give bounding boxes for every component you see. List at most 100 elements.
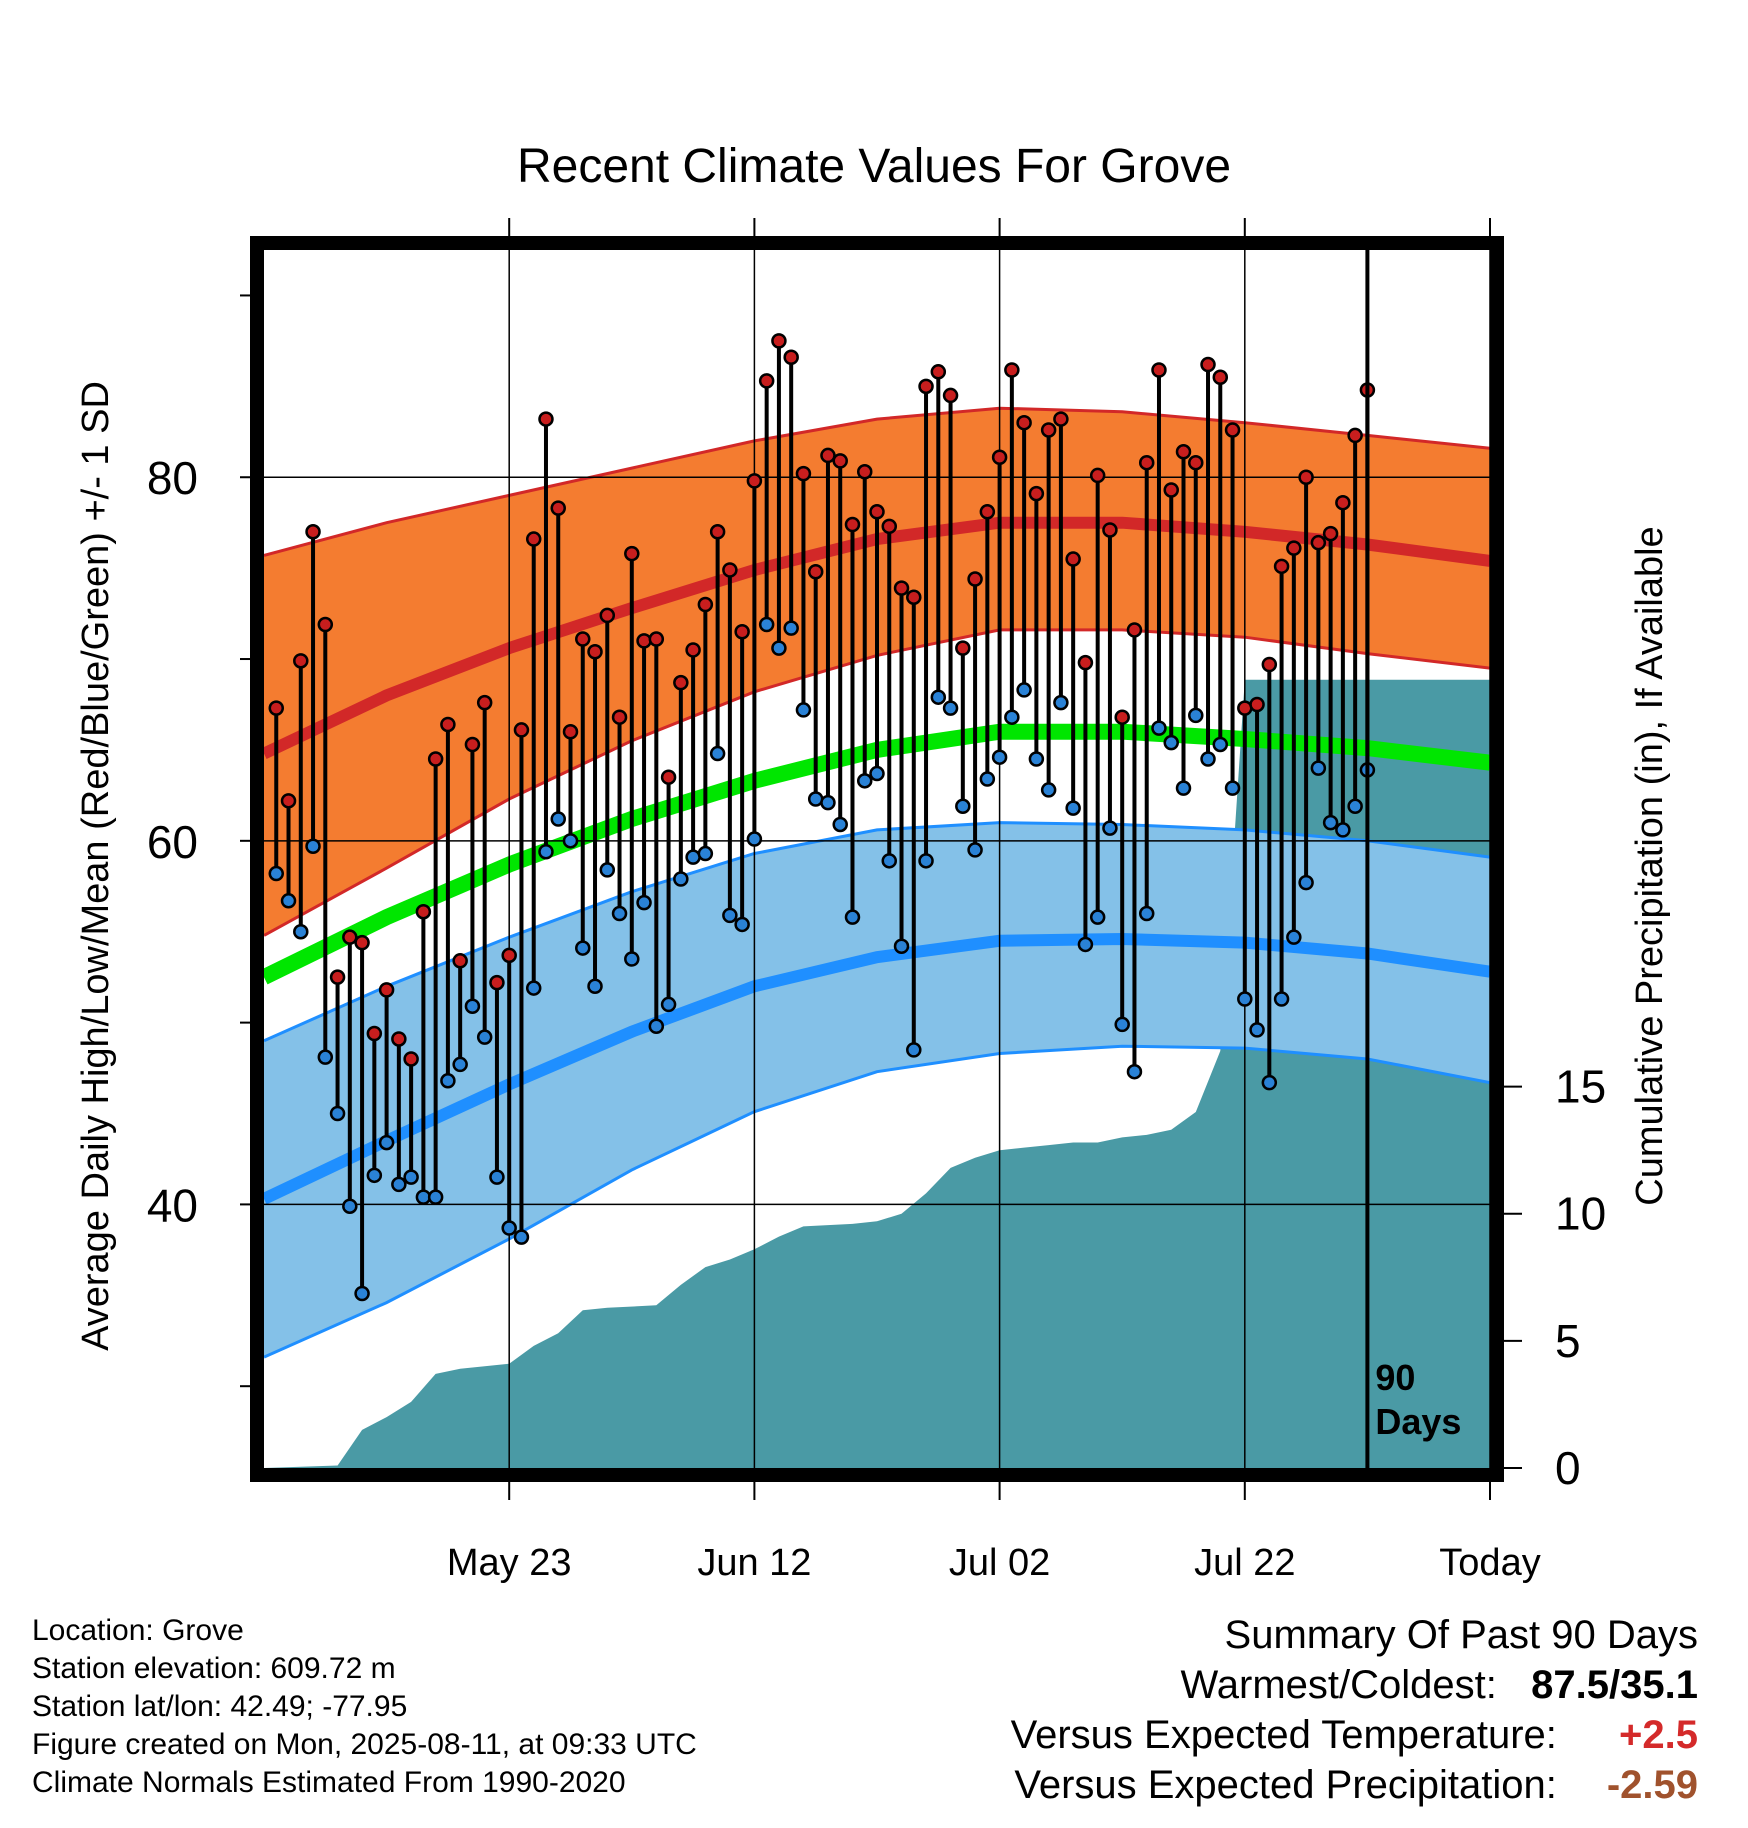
daily-high-point: [771, 333, 787, 349]
daily-low-point: [391, 1176, 407, 1193]
daily-high-point: [501, 947, 517, 964]
daily-low-point: [550, 811, 566, 827]
daily-high-point: [293, 653, 309, 669]
daily-high-point: [1347, 427, 1363, 444]
daily-high-point: [1212, 369, 1229, 386]
summary-precip-row: Versus Expected Precipitation: -2.59: [1011, 1760, 1698, 1810]
daily-high-point: [1286, 540, 1302, 556]
daily-high-point: [305, 524, 321, 540]
daily-high-point: [991, 449, 1008, 465]
daily-high-point: [354, 934, 370, 951]
daily-low-point: [403, 1169, 419, 1185]
daily-low-point: [930, 689, 947, 705]
daily-high-point: [1077, 654, 1094, 671]
y2-tick-label: 15: [1555, 1061, 1606, 1113]
daily-high-point: [1273, 558, 1290, 575]
daily-low-point: [562, 833, 579, 849]
daily-low-point: [636, 894, 652, 911]
daily-low-point: [979, 771, 996, 787]
x-tick-label: Jul 22: [1194, 1542, 1295, 1584]
daily-high-point: [1298, 469, 1314, 485]
normals-text: Climate Normals Estimated From 1990-2020: [32, 1766, 626, 1799]
daily-low-point: [673, 871, 689, 887]
daily-low-point: [893, 938, 910, 955]
daily-low-point: [452, 1056, 468, 1073]
daily-high-point: [783, 349, 799, 366]
daily-high-point: [856, 464, 873, 480]
daily-high-point: [525, 531, 542, 547]
daily-high-point: [660, 769, 677, 785]
daily-high-point: [366, 1025, 383, 1042]
y2-tick-label: 10: [1555, 1188, 1606, 1240]
daily-low-point: [317, 1049, 334, 1065]
daily-high-point: [1114, 709, 1130, 725]
daily-high-point: [697, 596, 714, 613]
daily-low-point: [305, 838, 321, 855]
daily-high-point: [709, 524, 726, 540]
daily-high-point: [942, 387, 959, 404]
daily-low-point: [427, 1189, 444, 1205]
daily-low-point: [1151, 720, 1167, 736]
daily-high-point: [1163, 482, 1179, 498]
daily-low-point: [942, 700, 959, 716]
plot-frame: [250, 236, 1504, 1482]
warmest-value: 87.5/35.1: [1531, 1663, 1698, 1707]
daily-high-point: [1126, 622, 1143, 638]
daily-high-point: [979, 504, 996, 520]
daily-low-point: [268, 865, 285, 882]
daily-low-point: [1175, 780, 1192, 796]
daily-high-point: [636, 633, 652, 649]
daily-low-point: [1028, 751, 1045, 767]
daily-high-point: [329, 969, 346, 985]
low-normal-line: [264, 932, 1490, 1205]
daily-high-point: [1151, 362, 1167, 378]
daily-high-point: [391, 1031, 407, 1047]
daily-high-point: [844, 516, 861, 533]
daily-high-point: [930, 364, 947, 380]
daily-low-point: [440, 1073, 456, 1089]
daily-high-point: [1089, 467, 1106, 484]
daily-high-point: [268, 700, 285, 716]
daily-low-point: [660, 996, 677, 1013]
daily-low-point: [329, 1105, 346, 1122]
temp-anomaly-label: Versus Expected Temperature:: [1010, 1713, 1557, 1757]
daily-low-point: [709, 745, 726, 762]
daily-high-point: [1004, 362, 1020, 378]
daily-high-point: [832, 453, 848, 469]
daily-high-point: [464, 736, 481, 753]
daily-high-point: [440, 716, 456, 733]
y2-tick-label: 0: [1555, 1442, 1581, 1494]
temp-anomaly-value: +2.5: [1619, 1713, 1698, 1757]
axes: 40 60 80 0 5 10 15 May 23 Jun 12 Jul 02 Jul 22 Toda…: [75, 218, 1671, 1584]
daily-high-point: [280, 793, 297, 809]
daily-high-point: [1249, 696, 1265, 713]
daily-high-point: [1065, 551, 1081, 567]
daily-high-point: [1102, 522, 1118, 538]
daily-high-point: [575, 631, 591, 647]
today-marker-label: Days: [1375, 1401, 1461, 1442]
daily-low-point: [538, 843, 554, 860]
daily-low-point: [991, 749, 1008, 765]
daily-low-point: [366, 1167, 383, 1184]
daily-low-point: [807, 791, 824, 807]
daily-low-point: [820, 794, 836, 811]
daily-high-point: [1322, 525, 1339, 542]
y-tick-label: 60: [147, 816, 198, 868]
daily-high-point: [1040, 422, 1057, 438]
daily-low-point: [1347, 798, 1363, 815]
daily-high-point: [415, 903, 432, 920]
daily-high-point: [1335, 494, 1351, 511]
daily-low-point: [881, 853, 898, 869]
precip-anomaly-label: Versus Expected Precipitation:: [1014, 1763, 1557, 1807]
y-axis-label: Average Daily High/Low/Mean (Red/Blue/Gr…: [75, 381, 117, 1351]
daily-high-point: [685, 642, 701, 658]
daily-low-point: [1322, 814, 1339, 831]
daily-high-point: [820, 447, 836, 464]
daily-high-point: [722, 562, 738, 578]
daily-low-point: [1126, 1063, 1143, 1080]
daily-high-point: [587, 644, 603, 660]
daily-low-point: [844, 909, 861, 925]
daily-low-point: [513, 1229, 530, 1245]
daily-low-point: [1224, 780, 1241, 796]
daily-low-point: [1040, 782, 1057, 798]
